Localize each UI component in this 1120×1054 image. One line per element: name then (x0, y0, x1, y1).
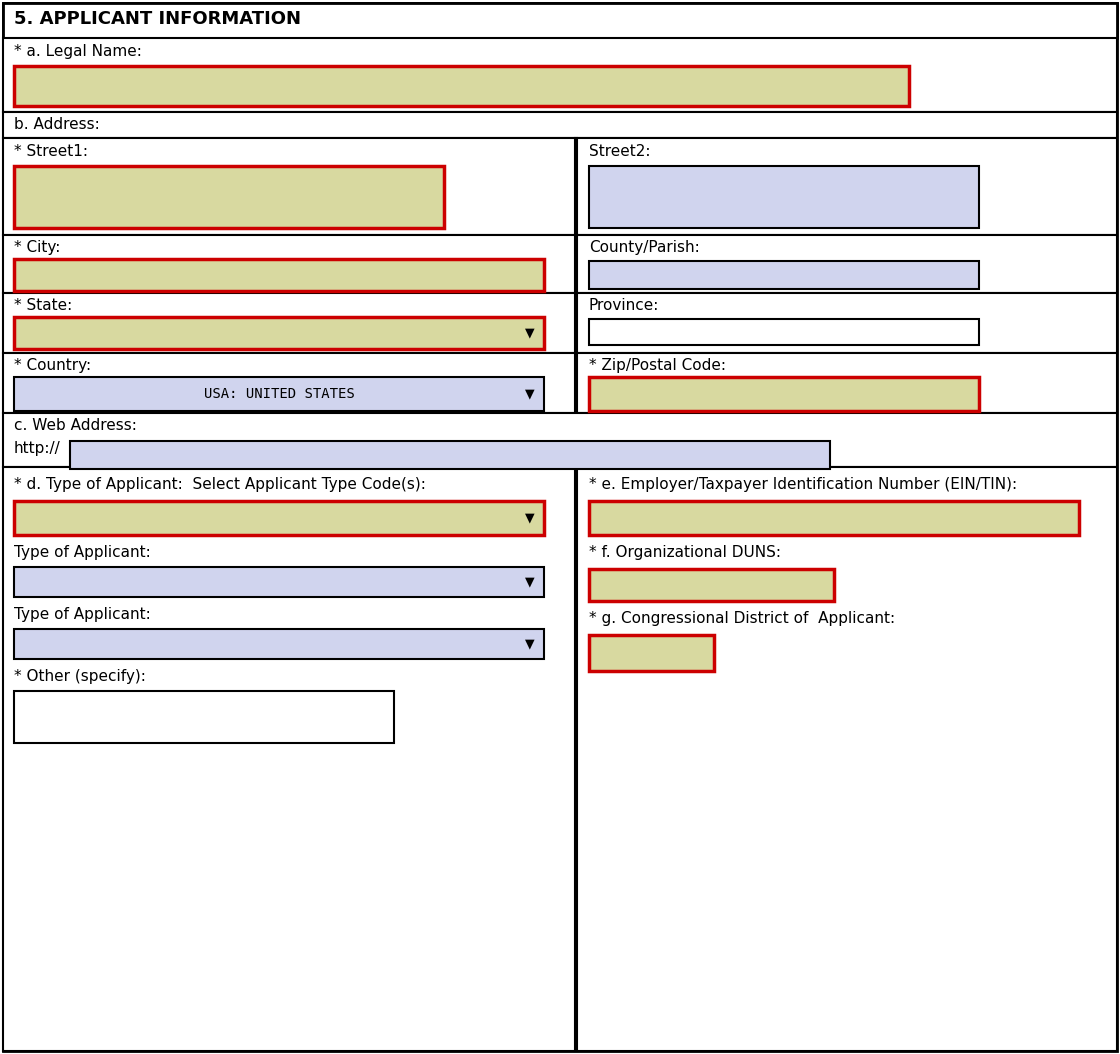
Bar (575, 235, 577, 293)
Text: Type of Applicant:: Type of Applicant: (13, 607, 151, 622)
Bar (3, 38, 1117, 112)
Bar (13, 66, 909, 106)
Bar (3, 112, 1117, 138)
Bar (13, 317, 544, 349)
Bar (13, 691, 394, 743)
Bar (3, 138, 1117, 235)
Bar (3, 467, 1117, 1051)
Text: * f. Organizational DUNS:: * f. Organizational DUNS: (589, 545, 781, 560)
Text: Street2:: Street2: (589, 144, 651, 159)
Bar (589, 165, 979, 228)
Bar (13, 377, 544, 411)
Bar (575, 293, 577, 353)
Bar (3, 413, 1117, 467)
Bar (589, 319, 979, 345)
Bar (589, 261, 979, 289)
Text: 5. APPLICANT INFORMATION: 5. APPLICANT INFORMATION (13, 9, 301, 28)
Text: * Zip/Postal Code:: * Zip/Postal Code: (589, 358, 726, 373)
Bar (13, 629, 544, 659)
Text: ▼: ▼ (525, 638, 535, 650)
Text: * d. Type of Applicant:  Select Applicant Type Code(s):: * d. Type of Applicant: Select Applicant… (13, 477, 426, 492)
Text: b. Address:: b. Address: (13, 117, 100, 132)
Text: Type of Applicant:: Type of Applicant: (13, 545, 151, 560)
Bar (589, 569, 834, 601)
Bar (13, 567, 544, 597)
Text: * e. Employer/Taxpayer Identification Number (EIN/TIN):: * e. Employer/Taxpayer Identification Nu… (589, 477, 1017, 492)
Text: * Street1:: * Street1: (13, 144, 88, 159)
Text: http://: http:// (13, 441, 60, 456)
Bar (589, 377, 979, 411)
Text: ▼: ▼ (525, 511, 535, 525)
Bar (575, 138, 577, 235)
Text: * State:: * State: (13, 298, 73, 313)
Text: County/Parish:: County/Parish: (589, 240, 700, 255)
Bar (589, 501, 1079, 535)
Text: Province:: Province: (589, 298, 660, 313)
Text: ▼: ▼ (525, 327, 535, 339)
Text: * Country:: * Country: (13, 358, 91, 373)
Bar (575, 353, 577, 413)
Bar (3, 235, 1117, 293)
Bar (3, 293, 1117, 353)
Bar (575, 467, 577, 1051)
Bar (69, 441, 830, 469)
Bar (13, 259, 544, 291)
Text: * City:: * City: (13, 240, 60, 255)
Bar (13, 501, 544, 535)
Text: * g. Congressional District of  Applicant:: * g. Congressional District of Applicant… (589, 611, 895, 626)
Bar (3, 3, 1117, 38)
Bar (13, 165, 444, 228)
Text: ▼: ▼ (525, 575, 535, 588)
Text: c. Web Address:: c. Web Address: (13, 418, 137, 433)
Text: ▼: ▼ (525, 388, 535, 401)
Text: * a. Legal Name:: * a. Legal Name: (13, 44, 142, 59)
Text: * Other (specify):: * Other (specify): (13, 669, 146, 684)
Bar (3, 353, 1117, 413)
Text: USA: UNITED STATES: USA: UNITED STATES (204, 387, 354, 401)
Bar (589, 635, 715, 671)
